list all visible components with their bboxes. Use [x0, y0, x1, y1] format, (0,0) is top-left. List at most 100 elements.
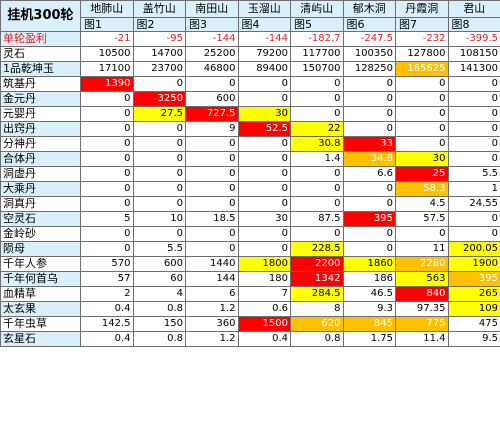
table-row: 洞虚丹 0 0 0 0 0 6.6 25 5.5 [0, 166, 500, 182]
table-row: 千年虫草 142.5 150 360 1500 620 845 775 475 [0, 316, 500, 332]
value-cell: 128250 [342, 61, 396, 77]
value-cell: 0.8 [132, 331, 186, 347]
mountain-header: 君山 [447, 0, 500, 18]
row-label: 陨母 [0, 241, 81, 257]
value-cell: 2280 [395, 256, 449, 272]
value-cell: 284.5 [290, 286, 344, 302]
figure-header-row: 图1 图2 图3 图4 图5 图6 图7 图8 [1, 17, 500, 32]
value-cell: 0 [132, 76, 186, 92]
value-cell: 79200 [237, 46, 291, 62]
value-cell: 0 [342, 76, 396, 92]
row-label: 千年何首乌 [0, 271, 81, 287]
table-row: 太玄果 0.4 0.8 1.2 0.6 8 9.3 97.35 109 [0, 301, 500, 317]
value-cell: 475 [447, 316, 500, 332]
table-row: 空灵石 5 10 18.5 30 87.5 395 57.5 0 [0, 211, 500, 227]
value-cell: 0 [132, 196, 186, 212]
table-row: 千年何首乌 57 60 144 180 1342 186 563 395 [0, 271, 500, 287]
value-cell: 0 [290, 181, 344, 197]
value-cell: 0 [185, 151, 239, 167]
value-cell: -247.5 [342, 31, 396, 47]
value-cell: 0 [132, 226, 186, 242]
row-label: 单轮盈利 [0, 31, 81, 47]
value-cell: 0.8 [290, 331, 344, 347]
value-cell: 0 [447, 151, 500, 167]
value-cell: 0 [342, 106, 396, 122]
table-row: 单轮盈利 -21 -95 -144 -144 -182.7 -247.5 -232 -399.5 [0, 31, 500, 47]
value-cell: 727.5 [185, 106, 239, 122]
row-label: 1品乾坤玉 [0, 61, 81, 77]
value-cell: 22 [290, 121, 344, 137]
value-cell: 10 [132, 211, 186, 227]
value-cell: 0 [290, 196, 344, 212]
value-cell: 0 [447, 121, 500, 137]
row-label: 分神丹 [0, 136, 81, 152]
value-cell: -144 [237, 31, 291, 47]
value-cell: 186 [342, 271, 396, 287]
value-cell: 0 [185, 196, 239, 212]
value-cell: 0 [132, 151, 186, 167]
value-cell: 1900 [447, 256, 500, 272]
value-cell: 0 [342, 241, 396, 257]
value-cell: 1500 [237, 316, 291, 332]
value-cell: 1.2 [185, 331, 239, 347]
figure-header: 图3 [185, 17, 239, 32]
value-cell: -21 [80, 31, 134, 47]
value-cell: 60 [132, 271, 186, 287]
value-cell: 0.8 [132, 301, 186, 317]
value-cell: 7 [237, 286, 291, 302]
value-cell: 0 [237, 136, 291, 152]
stats-table: 挂机300轮 地肺山 盖竹山 南田山 玉溜山 清屿山 郁木洞 丹霞洞 君山 图1 图2 图3 图4 图… [0, 0, 500, 347]
value-cell: 109 [447, 301, 500, 317]
value-cell: 9 [185, 121, 239, 137]
value-cell: -182.7 [290, 31, 344, 47]
value-cell: 0 [80, 106, 134, 122]
value-cell: 142.5 [80, 316, 134, 332]
value-cell: 200.05 [447, 241, 500, 257]
value-cell: 34.8 [342, 151, 396, 167]
value-cell: 1800 [237, 256, 291, 272]
value-cell: 0 [395, 76, 449, 92]
value-cell: 840 [395, 286, 449, 302]
value-cell: 5.5 [447, 166, 500, 182]
value-cell: 0 [237, 166, 291, 182]
value-cell: 5 [80, 211, 134, 227]
value-cell: 0 [447, 211, 500, 227]
value-cell: 775 [395, 316, 449, 332]
value-cell: 0 [185, 136, 239, 152]
value-cell: 0 [237, 196, 291, 212]
table-row: 出窍丹 0 0 9 52.5 22 0 0 0 [0, 121, 500, 137]
mountain-header: 郁木洞 [342, 0, 396, 18]
figure-header: 图4 [237, 17, 291, 32]
figure-header: 图1 [80, 17, 134, 32]
value-cell: 8 [290, 301, 344, 317]
value-cell: 600 [132, 256, 186, 272]
table-row: 灵石 10500 14700 25200 79200 117700 100350 127800… [0, 46, 500, 62]
value-cell: 0 [395, 91, 449, 107]
row-label: 出窍丹 [0, 121, 81, 137]
value-cell: 57.5 [395, 211, 449, 227]
value-cell: 0 [80, 241, 134, 257]
value-cell: 17100 [80, 61, 134, 77]
figure-header: 图5 [290, 17, 344, 32]
value-cell: 563 [395, 271, 449, 287]
value-cell: 4 [132, 286, 186, 302]
table-body: 挂机300轮 地肺山 盖竹山 南田山 玉溜山 清屿山 郁木洞 丹霞洞 君山 图1 图2 图3 图4 图… [0, 0, 500, 347]
value-cell: 0 [237, 91, 291, 107]
figure-header: 图7 [395, 17, 449, 32]
mountain-header: 丹霞洞 [395, 0, 449, 18]
value-cell: 0 [342, 91, 396, 107]
row-label: 金岭砂 [0, 226, 81, 242]
table-row: 合体丹 0 0 0 0 1.4 34.8 30 0 [0, 151, 500, 167]
value-cell: 2200 [290, 256, 344, 272]
value-cell: 4.5 [395, 196, 449, 212]
value-cell: 30 [237, 211, 291, 227]
value-cell: 10500 [80, 46, 134, 62]
row-label: 千年虫草 [0, 316, 81, 332]
table-row: 金元丹 0 3250 600 0 0 0 0 0 [0, 91, 500, 107]
mountain-header: 盖竹山 [132, 0, 186, 18]
value-cell: 0 [80, 91, 134, 107]
table-row: 陨母 0 5.5 0 0 228.5 0 11 200.05 [0, 241, 500, 257]
value-cell: 0 [185, 76, 239, 92]
value-cell: 150 [132, 316, 186, 332]
row-label: 洞虚丹 [0, 166, 81, 182]
